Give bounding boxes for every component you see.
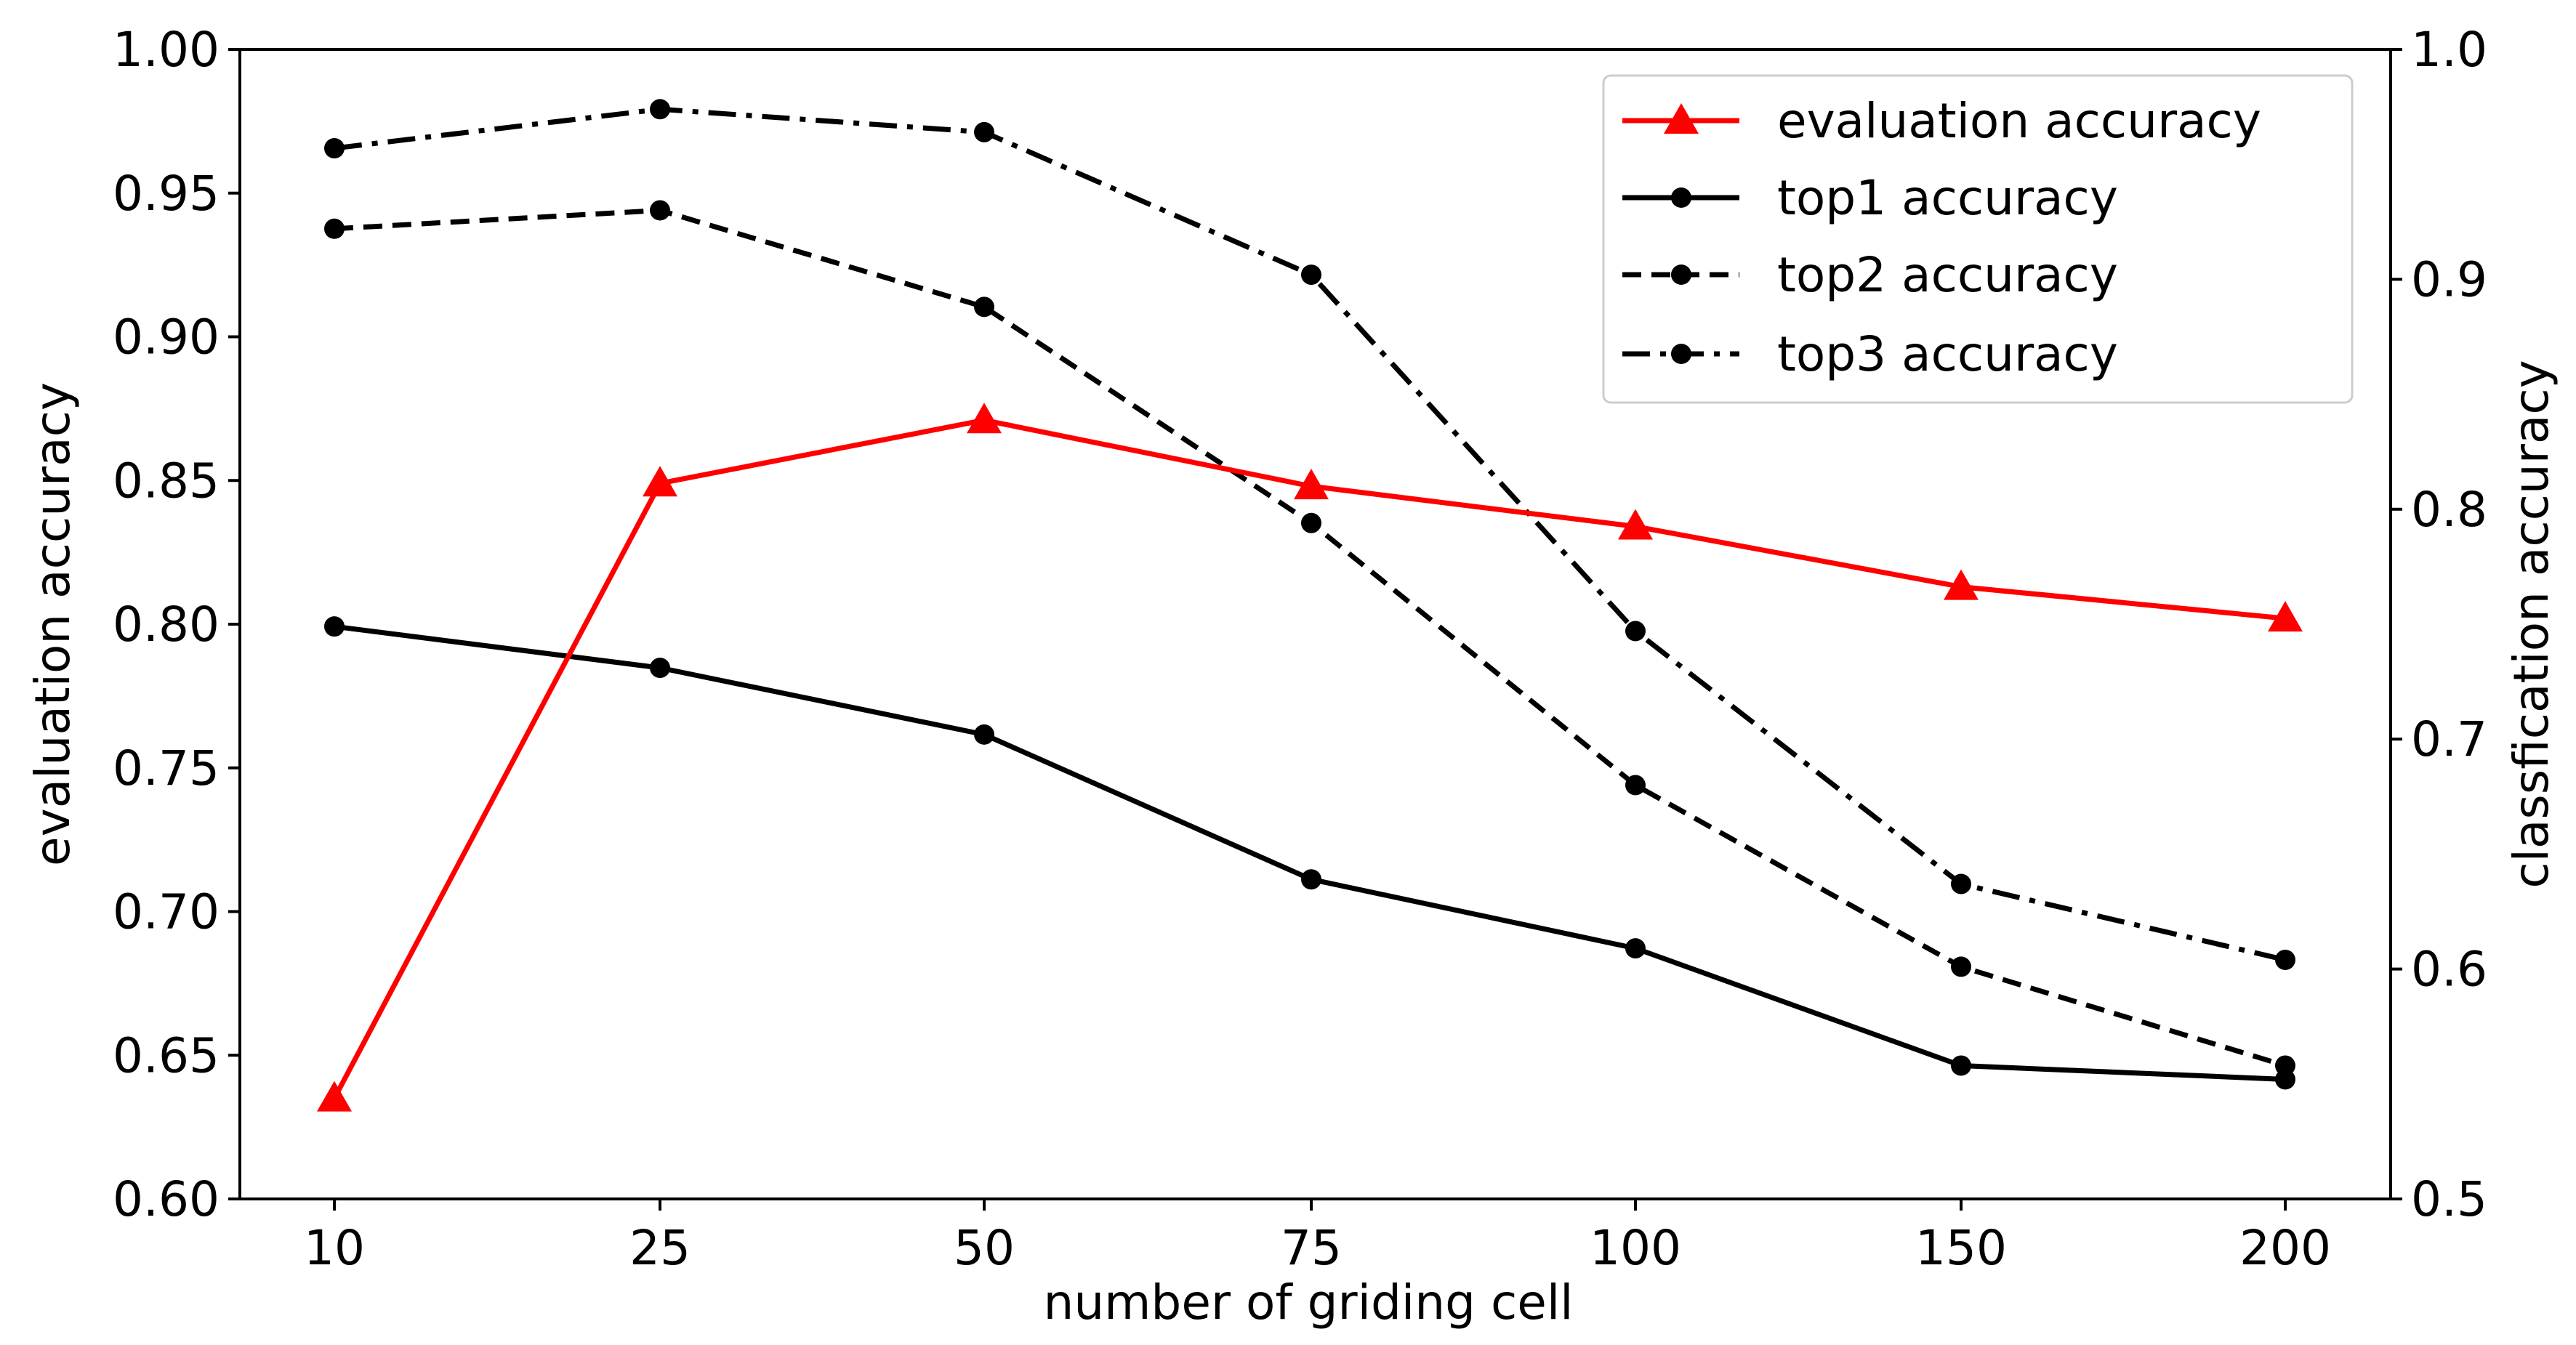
- series-point: [324, 138, 345, 159]
- x-tick-label: 75: [1281, 1220, 1342, 1276]
- series-point: [643, 466, 677, 497]
- series-point: [1301, 512, 1321, 533]
- right-tick-label: 1.0: [2411, 22, 2487, 78]
- left-tick-label: 1.00: [113, 22, 220, 78]
- series-point: [1951, 1055, 1971, 1076]
- x-tick-label: 200: [2239, 1220, 2331, 1276]
- x-axis-label: number of griding cell: [1043, 1275, 1573, 1330]
- series-point: [1294, 469, 1329, 500]
- series-point: [974, 121, 994, 142]
- right-tick-label: 0.6: [2411, 942, 2487, 998]
- series-point: [2275, 1055, 2295, 1076]
- left-axis: 0.60 0.65 0.70 0.75 0.80 0.85 0.90 0.95 1.00: [113, 22, 240, 1227]
- series-point: [650, 99, 670, 120]
- x-tick-label: 25: [629, 1220, 691, 1276]
- left-tick-label: 0.80: [113, 597, 220, 653]
- series-point: [974, 724, 994, 745]
- legend-label: top2 accuracy: [1777, 247, 2118, 303]
- right-tick-label: 0.5: [2411, 1171, 2487, 1227]
- left-tick-label: 0.75: [113, 740, 220, 796]
- x-tick-label: 150: [1915, 1220, 2007, 1276]
- left-tick-label: 0.70: [113, 884, 220, 940]
- y-axis-label-right: classfication accuracy: [2503, 360, 2559, 888]
- series-top3-accuracy: [324, 99, 2295, 970]
- series-point: [1944, 569, 1979, 600]
- x-axis: 10 25 50 75 100 150 200: [304, 1199, 2331, 1276]
- series-point: [1301, 264, 1321, 286]
- legend-swatch-marker: [1671, 187, 1691, 208]
- left-tick-label: 0.95: [113, 166, 220, 222]
- series-point: [1618, 509, 1653, 540]
- legend-label: top1 accuracy: [1777, 170, 2118, 226]
- series-point: [1625, 621, 1646, 642]
- right-tick-label: 0.8: [2411, 482, 2487, 538]
- x-tick-label: 50: [954, 1220, 1015, 1276]
- legend-swatch-marker: [1671, 344, 1691, 364]
- left-tick-label: 0.60: [113, 1171, 220, 1227]
- left-tick-label: 0.90: [113, 310, 220, 365]
- series-point: [324, 218, 345, 239]
- series-point: [974, 296, 994, 318]
- left-tick-label: 0.85: [113, 453, 220, 509]
- series-point: [650, 200, 670, 221]
- series-point: [1625, 775, 1646, 796]
- series-top2-accuracy: [324, 200, 2295, 1076]
- series-layer: [317, 99, 2303, 1112]
- legend-box: [1602, 74, 2354, 404]
- legend-swatch-marker: [1671, 264, 1691, 285]
- series-point: [2275, 949, 2295, 970]
- right-tick-label: 0.7: [2411, 711, 2487, 767]
- series-point: [650, 658, 670, 679]
- series-point: [317, 1081, 352, 1112]
- right-axis: 0.5 0.6 0.7 0.8 0.9 1.0: [2391, 22, 2487, 1227]
- legend: evaluation accuracy top1 accuracy top2 acc…: [1602, 74, 2354, 404]
- right-tick-label: 0.9: [2411, 251, 2487, 307]
- series-line: [334, 623, 2286, 1082]
- series-point: [1301, 869, 1321, 890]
- series-evaluation-accuracy: [317, 403, 2303, 1112]
- x-tick-label: 10: [304, 1220, 365, 1276]
- series-point: [1951, 873, 1971, 894]
- y-axis-label-left: evaluation accuracy: [25, 382, 81, 866]
- left-tick-label: 0.65: [113, 1027, 220, 1083]
- legend-swatch-marker: [1664, 103, 1699, 134]
- x-tick-label: 100: [1590, 1220, 1681, 1276]
- series-point: [1625, 938, 1646, 959]
- series-point: [967, 403, 1002, 434]
- series-point: [1951, 956, 1971, 977]
- legend-label: evaluation accuracy: [1777, 93, 2261, 149]
- series-point: [2268, 601, 2303, 632]
- series-top1-accuracy: [324, 616, 2295, 1090]
- legend-label: top3 accuracy: [1777, 326, 2118, 382]
- series-point: [324, 616, 345, 637]
